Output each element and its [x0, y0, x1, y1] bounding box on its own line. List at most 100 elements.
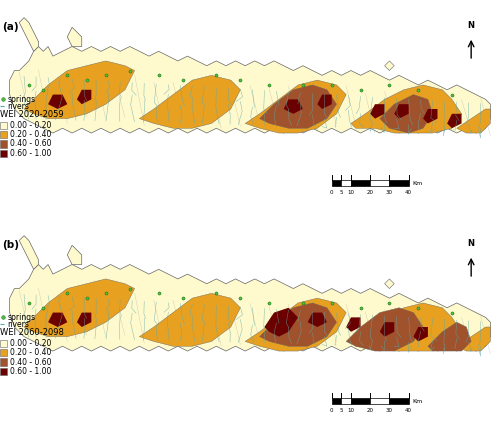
- Text: 30: 30: [386, 190, 393, 195]
- Bar: [332, 398, 342, 404]
- Text: WEI 2020-2059: WEI 2020-2059: [0, 110, 64, 119]
- Text: 40: 40: [405, 190, 412, 195]
- Polygon shape: [384, 279, 394, 289]
- Point: [448, 309, 456, 316]
- Polygon shape: [318, 95, 332, 109]
- Point: [0, 96, 7, 103]
- Text: N: N: [468, 20, 474, 30]
- Point: [40, 304, 48, 311]
- Point: [328, 82, 336, 89]
- Point: [126, 67, 134, 74]
- Polygon shape: [346, 317, 360, 332]
- Text: 40: 40: [405, 408, 412, 413]
- Polygon shape: [394, 104, 408, 119]
- Text: 0: 0: [330, 408, 334, 413]
- Polygon shape: [10, 265, 490, 351]
- Point: [126, 285, 134, 292]
- Polygon shape: [380, 95, 432, 133]
- Polygon shape: [351, 85, 462, 133]
- Text: 0.60 - 1.00: 0.60 - 1.00: [10, 149, 51, 158]
- Text: 0.40 - 0.60: 0.40 - 0.60: [10, 140, 51, 149]
- Point: [154, 290, 162, 297]
- Point: [328, 300, 336, 307]
- Bar: [351, 398, 370, 404]
- Bar: [0, 368, 7, 375]
- Polygon shape: [414, 327, 428, 341]
- Bar: [390, 180, 408, 186]
- Text: WEI 2060-2098: WEI 2060-2098: [0, 328, 64, 337]
- Text: 0.60 - 1.00: 0.60 - 1.00: [10, 367, 51, 376]
- Point: [236, 295, 244, 302]
- Bar: [370, 180, 390, 186]
- Polygon shape: [68, 245, 82, 265]
- Point: [102, 72, 110, 79]
- Text: 5: 5: [340, 190, 343, 195]
- Bar: [0, 358, 7, 366]
- Bar: [0, 122, 7, 129]
- Text: rivers: rivers: [7, 102, 29, 111]
- Bar: [342, 180, 351, 186]
- Text: rivers: rivers: [7, 320, 29, 329]
- Point: [64, 72, 72, 79]
- Text: (b): (b): [2, 241, 20, 250]
- Bar: [342, 398, 351, 404]
- Bar: [0, 140, 7, 148]
- Bar: [332, 180, 342, 186]
- Bar: [0, 340, 7, 347]
- Point: [299, 300, 307, 307]
- Point: [356, 304, 364, 311]
- Point: [82, 77, 90, 84]
- Point: [265, 82, 273, 89]
- Polygon shape: [19, 17, 38, 51]
- Text: 0.20 - 0.40: 0.20 - 0.40: [10, 348, 51, 357]
- Text: 0.00 - 0.20: 0.00 - 0.20: [10, 121, 51, 130]
- Polygon shape: [264, 308, 298, 337]
- Text: N: N: [468, 238, 474, 248]
- Bar: [390, 398, 408, 404]
- Point: [102, 290, 110, 297]
- Point: [356, 86, 364, 93]
- Polygon shape: [447, 114, 462, 128]
- Polygon shape: [10, 47, 490, 133]
- Polygon shape: [77, 90, 92, 104]
- Bar: [0, 150, 7, 157]
- Text: 30: 30: [386, 408, 393, 413]
- Point: [212, 290, 220, 297]
- Point: [64, 290, 72, 297]
- Text: Km: Km: [412, 399, 423, 404]
- Text: 20: 20: [366, 190, 374, 195]
- Polygon shape: [245, 298, 346, 351]
- Polygon shape: [351, 303, 462, 351]
- Text: 10: 10: [348, 190, 354, 195]
- Polygon shape: [384, 61, 394, 71]
- Point: [178, 295, 186, 302]
- Polygon shape: [346, 308, 423, 351]
- Point: [212, 72, 220, 79]
- Text: 20: 20: [366, 408, 374, 413]
- Polygon shape: [140, 75, 240, 128]
- Text: 0.40 - 0.60: 0.40 - 0.60: [10, 358, 51, 367]
- Text: springs: springs: [7, 313, 36, 322]
- Polygon shape: [370, 104, 384, 119]
- Point: [386, 82, 394, 89]
- Polygon shape: [48, 313, 68, 327]
- Polygon shape: [380, 322, 394, 337]
- Polygon shape: [456, 327, 490, 351]
- Point: [236, 77, 244, 84]
- Bar: [0, 349, 7, 356]
- Text: 0.20 - 0.40: 0.20 - 0.40: [10, 130, 51, 139]
- Polygon shape: [308, 313, 327, 327]
- Text: 5: 5: [340, 408, 343, 413]
- Point: [414, 86, 422, 93]
- Point: [25, 300, 33, 307]
- Polygon shape: [423, 109, 438, 123]
- Point: [448, 91, 456, 98]
- Bar: [370, 398, 390, 404]
- Polygon shape: [48, 95, 68, 109]
- Polygon shape: [24, 61, 134, 119]
- Polygon shape: [245, 80, 346, 133]
- Point: [386, 300, 394, 307]
- Polygon shape: [260, 85, 336, 128]
- Polygon shape: [19, 235, 38, 269]
- Point: [40, 86, 48, 93]
